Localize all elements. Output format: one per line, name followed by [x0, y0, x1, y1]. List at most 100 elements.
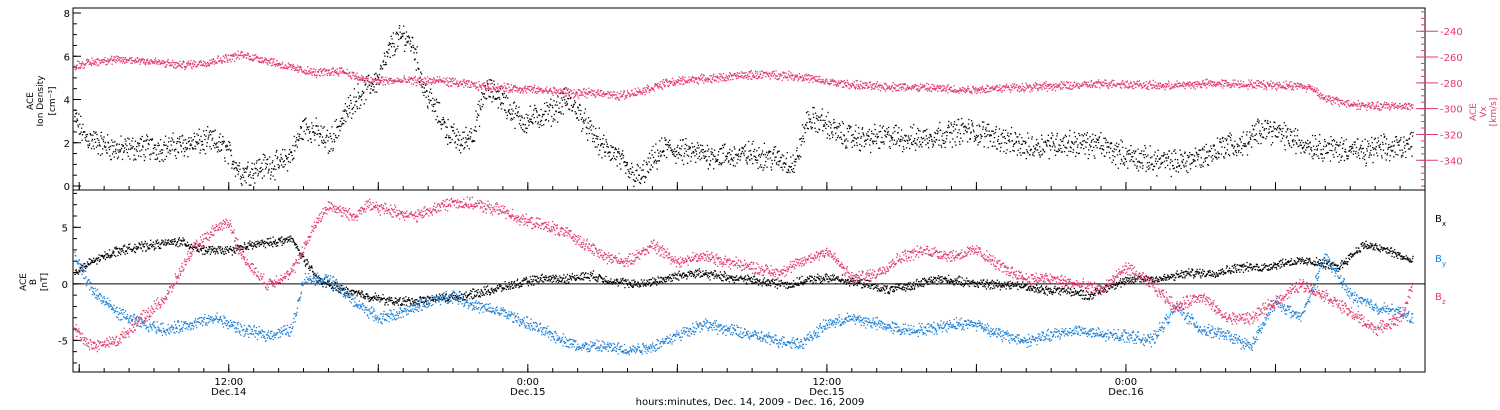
- data-point: [747, 155, 749, 158]
- data-point: [489, 96, 491, 98]
- data-point: [942, 142, 945, 144]
- data-point: [404, 44, 406, 47]
- data-point: [933, 136, 936, 139]
- data-point: [320, 70, 322, 72]
- data-point: [697, 83, 700, 85]
- data-point: [1404, 151, 1407, 153]
- data-point: [1347, 157, 1349, 160]
- data-point: [462, 81, 464, 83]
- data-point: [525, 88, 527, 90]
- data-point: [310, 73, 312, 75]
- data-point: [1192, 159, 1194, 161]
- data-point: [271, 162, 273, 164]
- data-point: [104, 142, 107, 144]
- data-point: [335, 119, 338, 121]
- data-point: [496, 90, 499, 92]
- data-point: [339, 129, 341, 132]
- data-point: [944, 141, 947, 143]
- data-point: [1122, 146, 1124, 149]
- data-point: [472, 82, 474, 85]
- data-point: [216, 151, 219, 153]
- data-point: [488, 95, 490, 97]
- data-point: [471, 141, 473, 143]
- data-point: [1277, 125, 1280, 127]
- data-point: [1092, 146, 1095, 149]
- data-point: [267, 64, 269, 66]
- data-point: [1162, 154, 1165, 156]
- data-point: [137, 60, 140, 62]
- data-point: [277, 62, 280, 65]
- data-point: [1190, 162, 1193, 165]
- data-point: [556, 91, 558, 93]
- data-point: [836, 83, 839, 85]
- data-point: [1117, 146, 1119, 148]
- data-point: [911, 85, 913, 87]
- data-point: [143, 60, 145, 62]
- data-point: [459, 134, 461, 137]
- data-point: [829, 121, 831, 124]
- data-point: [227, 61, 229, 63]
- data-point: [226, 60, 229, 62]
- data-point: [140, 155, 142, 158]
- data-point: [531, 121, 534, 124]
- data-point: [172, 66, 175, 68]
- data-point: [257, 173, 260, 175]
- data-point: [1112, 159, 1115, 161]
- data-point: [633, 174, 635, 176]
- data-point: [566, 103, 569, 105]
- data-point: [228, 141, 230, 143]
- data-point: [1179, 164, 1181, 167]
- data-point: [364, 80, 366, 83]
- data-point: [140, 59, 142, 61]
- data-point: [277, 65, 279, 67]
- data-point: [171, 137, 173, 139]
- data-point: [159, 63, 161, 65]
- data-point: [260, 170, 263, 172]
- data-point: [490, 87, 492, 90]
- data-point: [406, 41, 408, 43]
- data-point: [886, 87, 888, 90]
- data-point: [227, 163, 229, 165]
- data-point: [1346, 155, 1348, 157]
- data-point: [225, 56, 228, 58]
- data-point: [445, 78, 447, 80]
- data-point: [89, 61, 91, 63]
- data-point: [228, 54, 230, 56]
- data-point: [1175, 152, 1177, 154]
- data-point: [1174, 158, 1176, 161]
- data-point: [1283, 122, 1285, 124]
- data-point: [246, 52, 249, 54]
- data-point: [1272, 130, 1274, 132]
- data-point: [254, 54, 256, 57]
- data-point: [794, 75, 796, 77]
- data-point: [280, 63, 282, 65]
- data-point: [114, 60, 116, 62]
- data-point: [181, 63, 184, 65]
- data-point: [690, 79, 692, 82]
- data-point: [1148, 165, 1150, 167]
- data-point: [508, 86, 510, 88]
- data-point: [408, 79, 410, 82]
- data-point: [758, 75, 761, 78]
- data-point: [458, 139, 460, 142]
- data-point: [276, 63, 278, 65]
- data-point: [928, 90, 931, 92]
- data-point: [822, 130, 824, 132]
- data-point: [421, 83, 423, 85]
- data-point: [509, 91, 511, 93]
- data-point: [482, 84, 485, 87]
- data-point: [625, 161, 627, 164]
- right-tick-label: -280: [1440, 79, 1463, 90]
- data-point: [1116, 145, 1118, 148]
- data-point: [862, 132, 864, 134]
- data-point: [242, 167, 244, 170]
- data-point: [544, 88, 547, 90]
- data-point: [436, 80, 438, 82]
- data-point: [462, 79, 465, 81]
- data-point: [188, 140, 190, 142]
- data-point: [909, 138, 911, 140]
- data-point: [434, 103, 436, 105]
- data-point: [538, 89, 541, 91]
- data-point: [590, 129, 592, 131]
- data-point: [1275, 127, 1277, 130]
